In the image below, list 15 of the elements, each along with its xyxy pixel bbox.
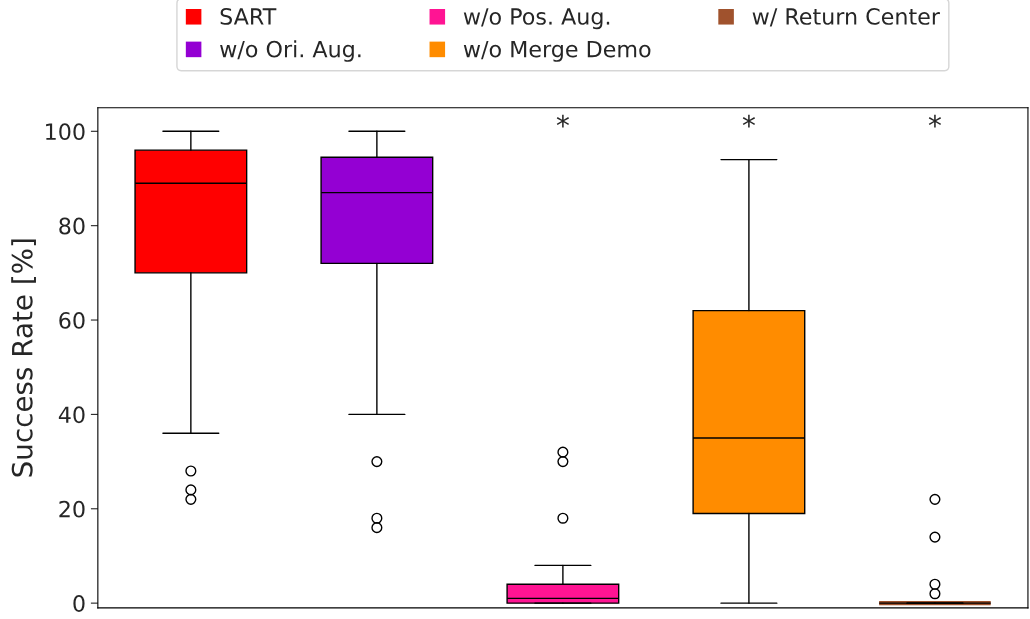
y-tick-label: 40 (58, 406, 85, 424)
y-tick-label: 20 (59, 500, 85, 518)
legend-label: w/ Return Center (752, 8, 940, 27)
annotation: * (556, 114, 570, 128)
annotation: * (928, 114, 942, 128)
y-tick-label: 60 (59, 311, 85, 329)
y-tick-label: 0 (73, 595, 85, 612)
y-tick-label: 100 (46, 123, 85, 141)
legend-label: SART (220, 8, 277, 25)
annotation: * (742, 114, 756, 128)
legend-label: w/o Ori. Aug. (220, 40, 361, 62)
y-axis-title: Success Rate [%] (11, 239, 36, 477)
legend-label: w/o Merge Demo (463, 40, 651, 62)
y-tick-label: 80 (59, 217, 85, 235)
legend-label: w/o Pos. Aug. (463, 8, 610, 30)
